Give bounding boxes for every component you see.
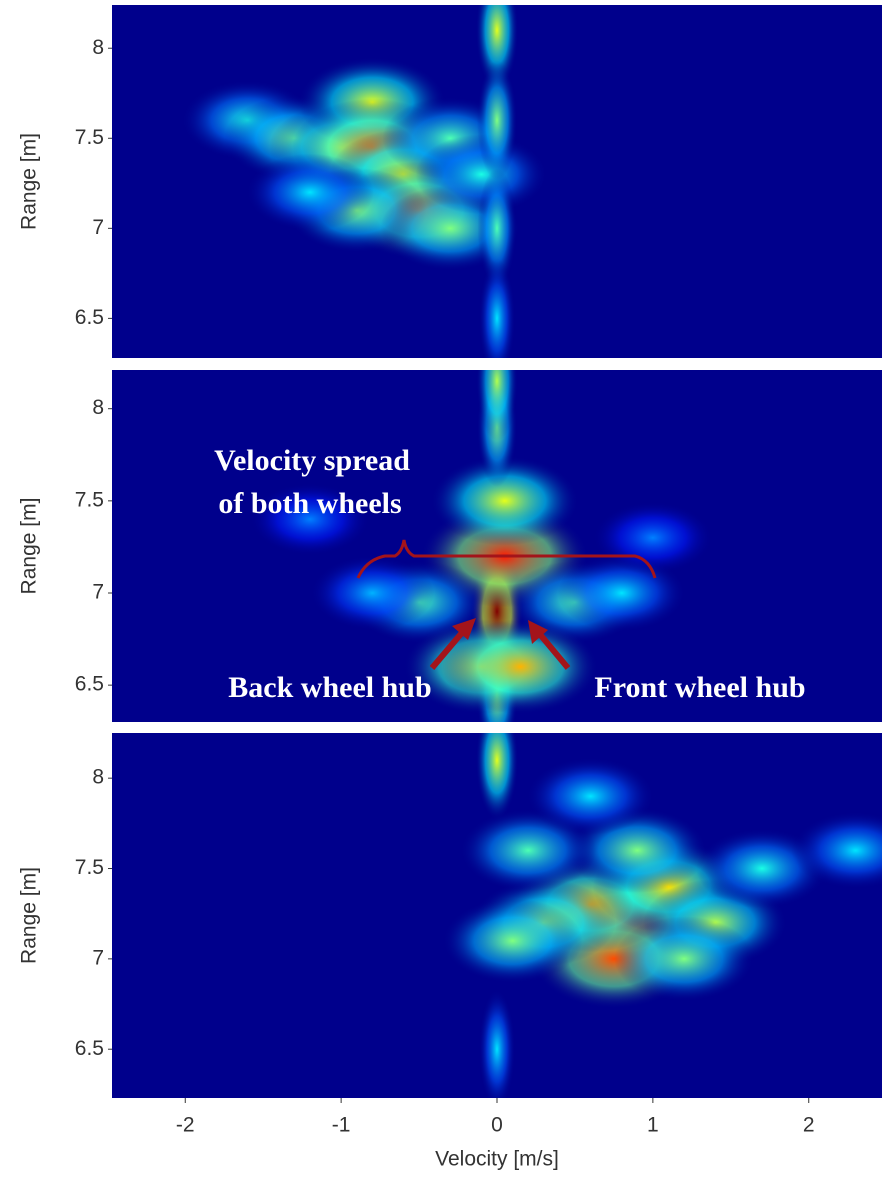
y-tick-label: 7 bbox=[92, 216, 104, 239]
arrowhead-back bbox=[452, 618, 476, 640]
heat-blob bbox=[477, 60, 517, 181]
heat-blob bbox=[478, 989, 516, 1098]
y-tick-label: 7 bbox=[92, 581, 104, 604]
x-tick-label: 0 bbox=[491, 1114, 503, 1137]
heat-blob bbox=[442, 898, 583, 984]
heat-blob bbox=[478, 258, 516, 358]
heat-layer bbox=[181, 5, 548, 358]
y-tick-label: 8 bbox=[92, 396, 104, 419]
heat-blob bbox=[442, 619, 599, 715]
heat-blob bbox=[249, 483, 370, 556]
x-tick-label: -1 bbox=[332, 1114, 351, 1137]
y-tick-label: 7 bbox=[92, 946, 104, 969]
arrow-back bbox=[429, 626, 469, 670]
y-tick-label: 8 bbox=[92, 36, 104, 59]
y-tick-label: 7.5 bbox=[75, 488, 104, 511]
x-axis-label: Velocity [m/s] bbox=[435, 1148, 559, 1171]
y-axis-label: Range [m] bbox=[18, 498, 41, 595]
y-tick-label: 7.5 bbox=[75, 856, 104, 879]
heat-blob bbox=[614, 916, 755, 1002]
heat-blob bbox=[526, 757, 655, 835]
heat-blob bbox=[791, 811, 882, 890]
heat-blob bbox=[475, 5, 519, 91]
annotation: Back wheel hub bbox=[228, 671, 431, 704]
heat-layer bbox=[249, 370, 713, 722]
heat-blob bbox=[477, 168, 517, 289]
heat-layer bbox=[442, 733, 882, 1098]
annotation: Front wheel hub bbox=[594, 671, 805, 704]
y-tick-label: 6.5 bbox=[75, 1037, 104, 1060]
heat-blob bbox=[430, 455, 579, 546]
annotation: Velocity spread bbox=[214, 444, 410, 477]
heat-blob bbox=[415, 134, 548, 215]
y-tick-label: 6.5 bbox=[75, 673, 104, 696]
y-axis-label: Range [m] bbox=[18, 867, 41, 964]
x-tick-label: 1 bbox=[647, 1114, 659, 1137]
y-tick-label: 6.5 bbox=[75, 306, 104, 329]
x-tick-label: 2 bbox=[803, 1114, 815, 1137]
y-tick-label: 8 bbox=[92, 766, 104, 789]
heat-blob bbox=[245, 153, 374, 232]
arrow-front bbox=[535, 630, 571, 670]
heat-blob bbox=[476, 370, 518, 442]
heat-blob bbox=[310, 555, 435, 631]
heat-blob bbox=[475, 733, 519, 821]
y-tick-label: 7.5 bbox=[75, 126, 104, 149]
heat-blob bbox=[592, 501, 713, 574]
brace bbox=[356, 539, 657, 579]
y-axis-label: Range [m] bbox=[18, 133, 41, 230]
x-tick-label: -2 bbox=[176, 1114, 195, 1137]
arrowhead-front bbox=[528, 620, 548, 644]
annotation: of both wheels bbox=[218, 487, 401, 520]
